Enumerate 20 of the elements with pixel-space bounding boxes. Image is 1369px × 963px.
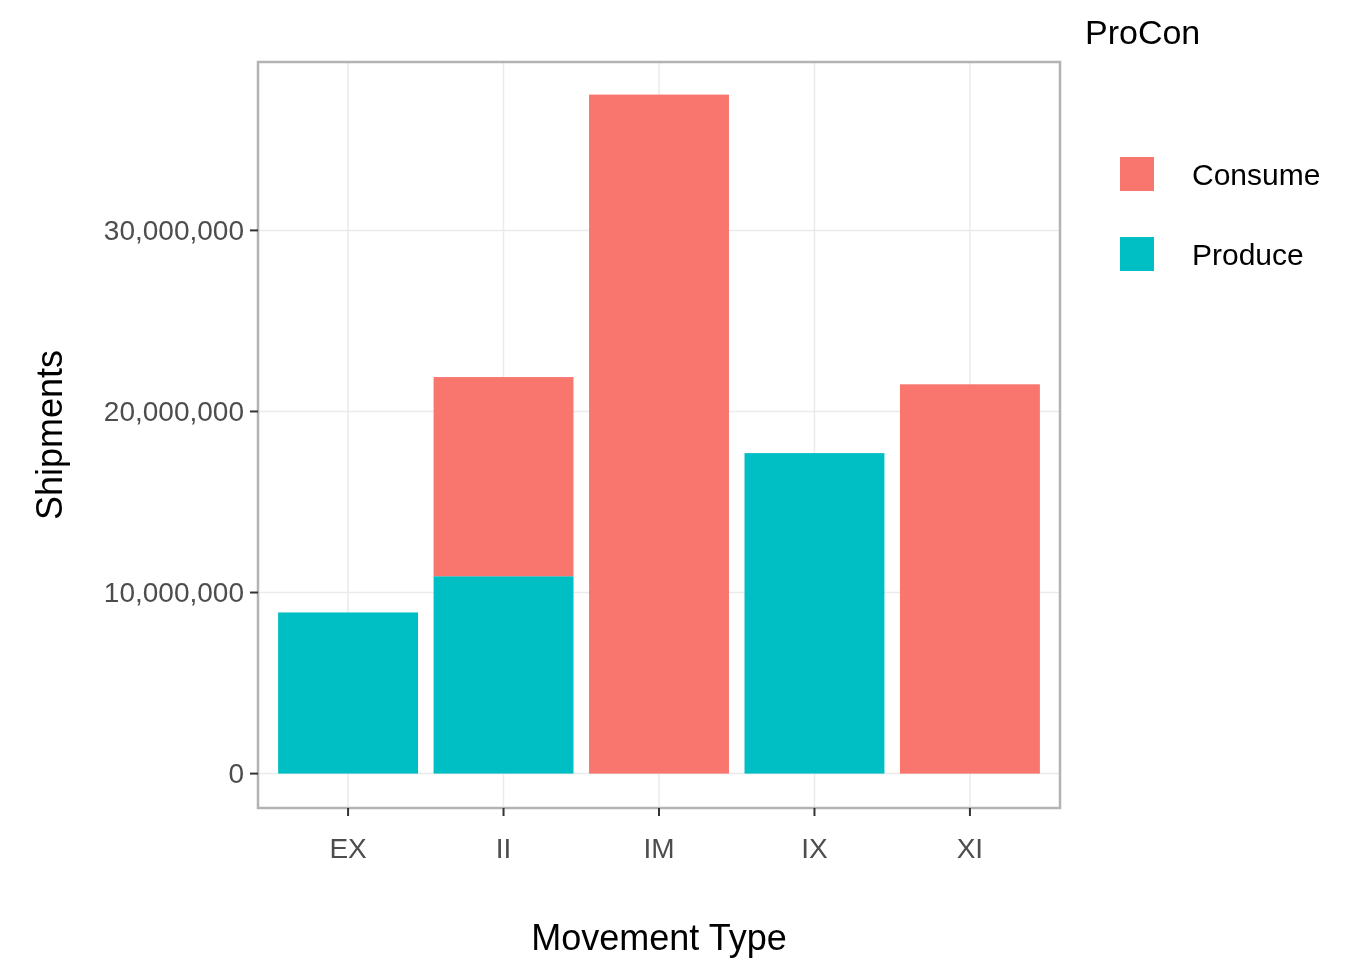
bar [278,612,419,774]
x-tick-label: EX [329,833,368,864]
legend-title: ProCon [1085,13,1201,51]
x-tick-label: IM [643,833,675,864]
x-tick-label: IX [801,833,829,864]
bar [589,94,729,774]
bar [433,576,574,774]
y-tick-label: 30,000,000 [103,215,244,247]
y-tick-label: 20,000,000 [103,396,244,428]
x-tick-label: II [495,833,512,864]
bar [899,384,1040,774]
x-tick-label: XI [956,833,984,864]
bar [433,377,574,577]
y-axis-title: Shipments [29,349,70,521]
bar [744,453,885,774]
x-axis-title: Movement Type [531,917,787,958]
y-tick-label: 0 [228,758,244,790]
legend-label: Consume [1192,157,1321,191]
y-tick-label: 10,000,000 [103,577,244,609]
legend-label: Produce [1192,237,1304,271]
